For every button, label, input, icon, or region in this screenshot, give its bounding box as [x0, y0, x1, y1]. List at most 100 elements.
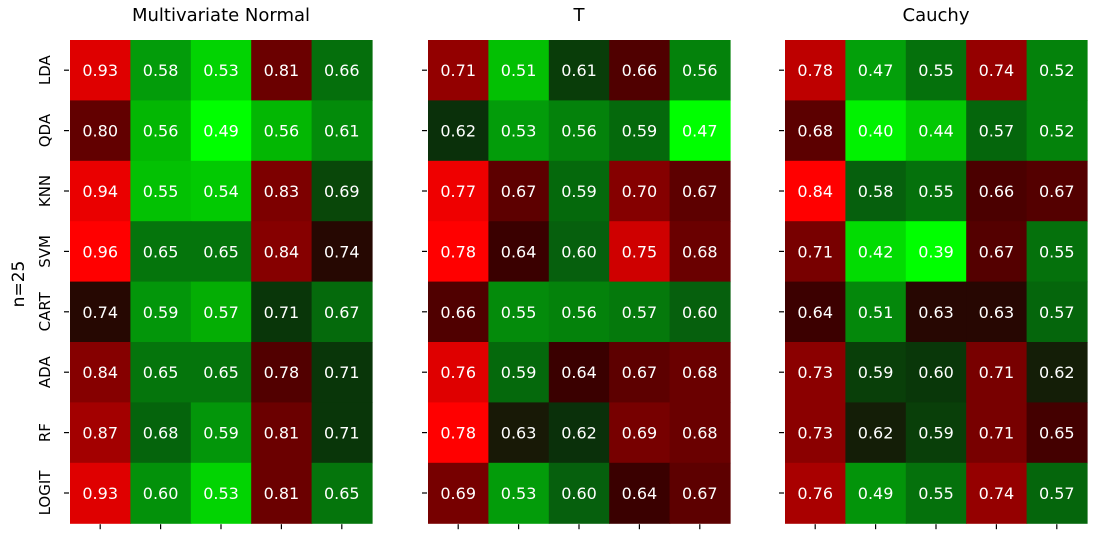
heatmap-cell	[130, 281, 192, 343]
cell-value-label: 0.71	[979, 363, 1015, 382]
heatmap-cell	[311, 281, 373, 343]
heatmap-cell	[488, 462, 550, 524]
cell-value-label: 0.68	[143, 424, 179, 443]
cell-value-label: 0.80	[82, 122, 118, 141]
cell-value-label: 0.66	[324, 61, 360, 80]
cell-value-label: 0.59	[622, 122, 658, 141]
heatmap-cell	[785, 40, 846, 101]
heatmap-cell	[130, 462, 192, 524]
cell-value-label: 0.56	[264, 122, 300, 141]
cell-value-label: 0.65	[1039, 424, 1075, 443]
cell-value-label: 0.59	[858, 363, 894, 382]
heatmap-cell	[966, 281, 1028, 343]
heatmap-cell	[190, 221, 252, 283]
heatmap-cell	[905, 40, 967, 101]
heatmap-cell	[669, 462, 731, 524]
cell-value-label: 0.58	[143, 61, 179, 80]
heatmap-cell	[130, 160, 192, 222]
cell-value-label: 0.68	[682, 424, 718, 443]
cell-value-label: 0.56	[561, 122, 597, 141]
cell-value-label: 0.84	[264, 242, 300, 261]
heatmap-cell	[428, 221, 489, 283]
cell-value-label: 0.68	[682, 363, 718, 382]
cell-value-label: 0.60	[561, 242, 597, 261]
heatmap-cell	[609, 281, 671, 343]
heatmap-cell	[1026, 40, 1088, 101]
cell-value-label: 0.55	[918, 182, 954, 201]
heatmap-cell	[966, 40, 1028, 101]
row-label: CART	[36, 291, 54, 331]
cell-value-label: 0.81	[264, 61, 300, 80]
heatmap-cell	[251, 100, 313, 162]
cell-value-label: 0.62	[858, 424, 894, 443]
heatmap-cell	[428, 402, 489, 464]
cell-value-label: 0.69	[440, 484, 476, 503]
cell-value-label: 0.78	[797, 61, 833, 80]
heatmap-cell	[70, 342, 131, 403]
heatmap-cell	[548, 100, 610, 162]
heatmap-cell	[251, 342, 313, 403]
panel-title: Cauchy	[903, 5, 970, 26]
heatmap-cell	[966, 462, 1028, 524]
cell-value-label: 0.69	[324, 182, 360, 201]
row-label: LOGIT	[36, 470, 54, 516]
cell-value-label: 0.65	[143, 242, 179, 261]
cell-value-label: 0.55	[1039, 242, 1075, 261]
heatmap-cell	[845, 342, 907, 403]
heatmap-cell	[669, 40, 731, 101]
heatmap-cell	[669, 221, 731, 283]
cell-value-label: 0.70	[622, 182, 658, 201]
cell-value-label: 0.53	[203, 484, 239, 503]
heatmap-cell	[251, 221, 313, 283]
cell-value-label: 0.78	[440, 242, 476, 261]
cell-value-label: 0.62	[440, 122, 476, 141]
heatmap-cell	[845, 160, 907, 222]
cell-value-label: 0.55	[918, 61, 954, 80]
cell-value-label: 0.54	[203, 182, 239, 201]
cell-value-label: 0.59	[501, 363, 537, 382]
cell-value-label: 0.81	[264, 484, 300, 503]
heatmap-cell	[548, 462, 610, 524]
heatmap-cell	[130, 402, 192, 464]
cell-value-label: 0.67	[682, 484, 718, 503]
heatmap-cell	[845, 221, 907, 283]
cell-value-label: 0.78	[440, 424, 476, 443]
heatmap-cell	[488, 160, 550, 222]
cell-value-label: 0.56	[143, 122, 179, 141]
cell-value-label: 0.73	[797, 363, 833, 382]
cell-value-label: 0.67	[622, 363, 658, 382]
heatmap-cell	[70, 100, 131, 162]
cell-value-label: 0.66	[622, 61, 658, 80]
cell-value-label: 0.57	[1039, 484, 1075, 503]
heatmap-cell	[966, 221, 1028, 283]
heatmap-cell	[251, 281, 313, 343]
cell-value-label: 0.63	[979, 303, 1015, 322]
cell-value-label: 0.59	[203, 424, 239, 443]
heatmap-cell	[669, 402, 731, 464]
cell-value-label: 0.49	[203, 122, 239, 141]
row-label: SVM	[36, 235, 54, 268]
heatmap-cell	[251, 402, 313, 464]
heatmap-cell	[966, 160, 1028, 222]
cell-value-label: 0.53	[203, 61, 239, 80]
heatmap-cell	[966, 342, 1028, 403]
heatmap-cell	[190, 160, 252, 222]
cell-value-label: 0.62	[561, 424, 597, 443]
heatmap-cell	[669, 342, 731, 403]
cell-value-label: 0.68	[797, 122, 833, 141]
cell-value-label: 0.65	[324, 484, 360, 503]
cell-value-label: 0.47	[682, 122, 718, 141]
heatmap-cell	[1026, 221, 1088, 283]
heatmap-cell	[609, 342, 671, 403]
cell-value-label: 0.67	[1039, 182, 1075, 201]
heatmap-cell	[70, 221, 131, 283]
cell-value-label: 0.74	[979, 61, 1015, 80]
heatmap-cell	[190, 462, 252, 524]
cell-value-label: 0.47	[858, 61, 894, 80]
heatmap-panels: Multivariate Normal 0.93 0.58 0.53 0.81 0.66 0…	[36, 5, 1088, 530]
heatmap-cell	[905, 462, 967, 524]
heatmap-cell	[905, 402, 967, 464]
heatmap-cell	[311, 221, 373, 283]
cell-value-label: 0.57	[979, 122, 1015, 141]
